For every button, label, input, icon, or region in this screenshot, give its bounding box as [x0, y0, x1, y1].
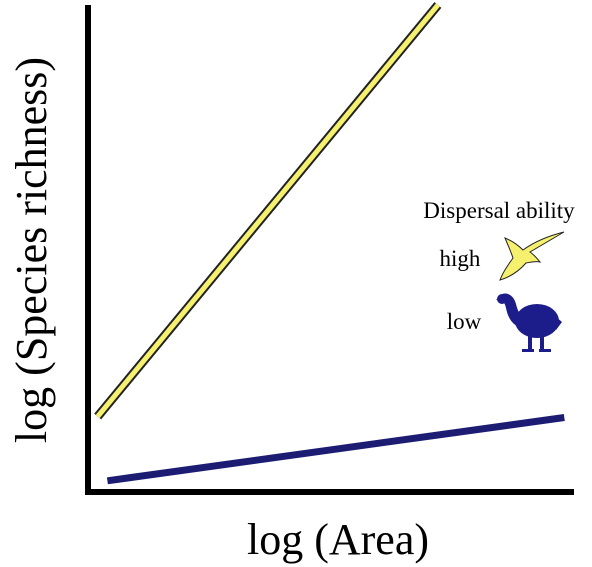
legend-label-low: low [447, 309, 482, 334]
series-line-high [95, 3, 440, 419]
legend-label-high: high [440, 246, 481, 271]
series-line-low [106, 414, 565, 485]
y-axis-label: log (Species richness) [7, 57, 56, 443]
cassowary-bird-icon [496, 293, 562, 352]
series-layer [94, 2, 565, 485]
legend: Dispersal ability high low [423, 198, 575, 352]
legend-title: Dispersal ability [423, 198, 575, 223]
swift-bird-icon [499, 231, 565, 281]
x-axis-label: log (Area) [247, 515, 429, 564]
